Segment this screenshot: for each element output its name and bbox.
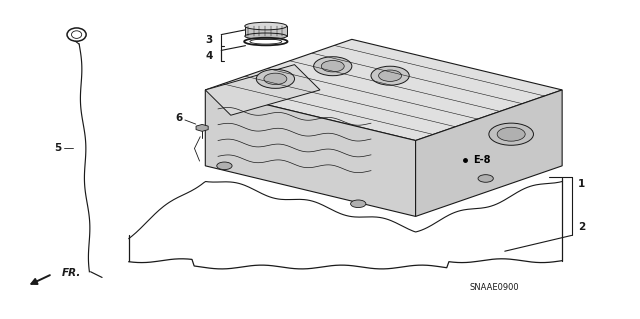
Polygon shape	[205, 65, 320, 115]
Circle shape	[371, 66, 409, 85]
Circle shape	[351, 200, 366, 208]
Circle shape	[256, 69, 294, 88]
Polygon shape	[205, 39, 562, 141]
Text: 4: 4	[205, 51, 213, 61]
Circle shape	[314, 57, 352, 76]
Polygon shape	[415, 90, 562, 216]
Circle shape	[497, 127, 525, 141]
Polygon shape	[196, 124, 208, 131]
Text: 5: 5	[54, 144, 61, 153]
Ellipse shape	[245, 22, 287, 30]
Text: 1: 1	[578, 179, 586, 189]
Ellipse shape	[245, 33, 287, 39]
Circle shape	[489, 123, 534, 145]
Polygon shape	[205, 90, 415, 216]
Circle shape	[217, 162, 232, 170]
Text: 2: 2	[578, 222, 586, 233]
Circle shape	[264, 73, 287, 85]
Text: SNAAE0900: SNAAE0900	[470, 283, 520, 292]
Circle shape	[379, 70, 401, 81]
Text: 3: 3	[205, 35, 213, 45]
Circle shape	[321, 61, 344, 72]
Text: FR.: FR.	[61, 268, 81, 278]
Text: E-8: E-8	[473, 154, 490, 165]
Circle shape	[478, 175, 493, 182]
Text: 6: 6	[175, 113, 182, 123]
Bar	[245, 26, 287, 36]
